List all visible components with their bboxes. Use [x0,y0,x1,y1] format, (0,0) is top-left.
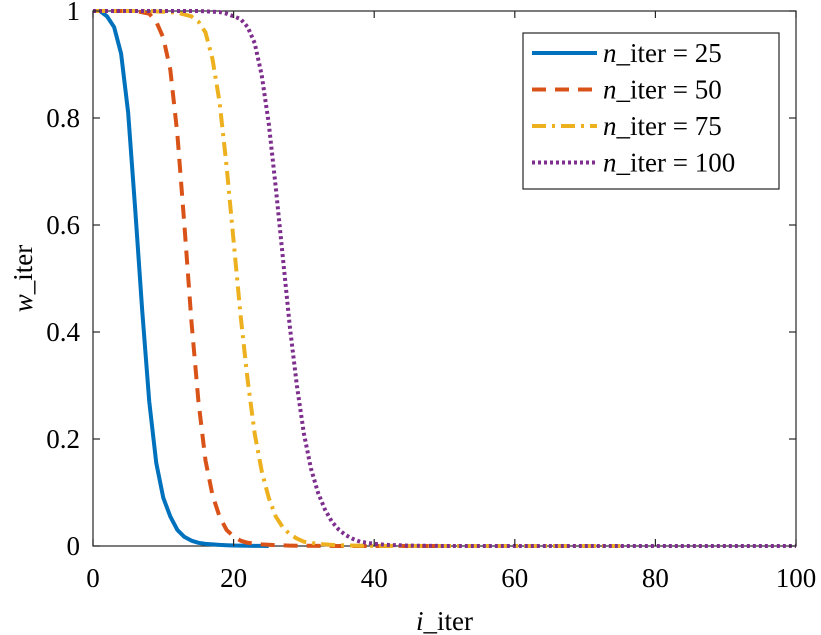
y-axis-label-variable: w [8,294,38,312]
x-tick-label: 20 [220,563,247,593]
y-axis-label-suffix: _iter [8,245,38,295]
series-layer [93,9,796,548]
series-line-2 [93,9,445,548]
legend: n_iter = 25 n_iter = 50 n_iter = 75 n_iter … [522,32,780,190]
x-tick-label: 40 [361,563,388,593]
x-tick-label: 0 [86,563,100,593]
legend-box [522,32,780,190]
y-tick-label: 1 [67,0,81,26]
x-axis-label-suffix: _iter [423,606,473,635]
y-tick-label: 0.4 [46,317,80,347]
y-tick-label: 0.8 [46,103,80,133]
x-axis-label: i_iter [416,606,473,635]
y-tick-label: 0.6 [46,210,80,240]
x-tick-label: 60 [501,563,528,593]
series-line-1 [93,9,269,548]
x-tick-label: 100 [776,563,817,593]
y-tick-label: 0 [67,531,81,561]
x-tick-label: 80 [642,563,669,593]
series-line-4 [93,9,796,548]
y-tick-label: 0.2 [46,424,80,454]
y-axis-label: w_iter [8,245,38,313]
legend-label-4: n_iter = 100 [603,148,735,178]
series-line-3 [93,9,621,548]
x-axis-label-variable: i [416,606,424,635]
legend-label-3: n_iter = 75 [603,111,722,141]
legend-label-1: n_iter = 25 [603,38,722,68]
legend-label-2: n_iter = 50 [603,75,722,105]
ticks-layer: 0 20 40 60 80 100 0 0.2 0.4 0.6 0.8 1 [46,0,816,593]
